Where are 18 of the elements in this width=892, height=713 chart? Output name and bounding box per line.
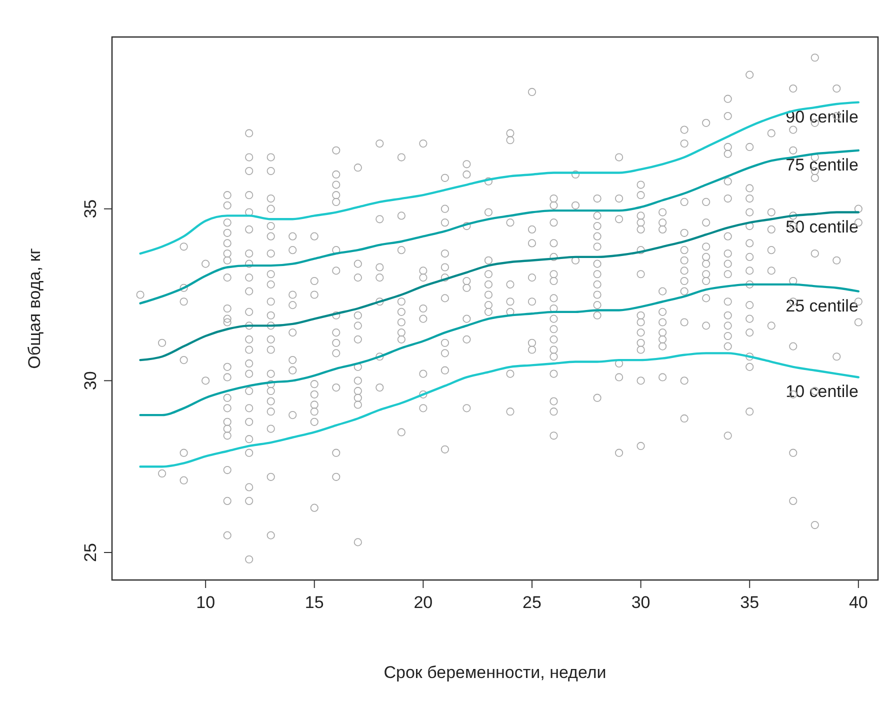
- x-tick-label: 40: [848, 593, 868, 612]
- series-label: 25 centile: [786, 296, 858, 316]
- x-tick-label: 10: [196, 593, 216, 612]
- series-label: 50 centile: [786, 217, 858, 236]
- x-tick-label: 20: [414, 593, 433, 612]
- series-label: 75 centile: [786, 155, 858, 174]
- line-series: [139, 352, 860, 468]
- y-axis-title: Общая вода, кг: [25, 248, 44, 369]
- x-tick-label: 35: [740, 593, 760, 612]
- y-tick-label: 30: [81, 371, 100, 390]
- y-tick-label: 25: [81, 543, 100, 562]
- x-tick-label: 15: [304, 593, 324, 612]
- series-label: 10 centile: [786, 382, 858, 402]
- x-tick-label: 25: [522, 593, 542, 612]
- x-axis-title: Срок беременности, недели: [384, 663, 606, 682]
- y-tick-label: 35: [81, 199, 100, 218]
- x-tick-label: 30: [631, 593, 650, 612]
- line-series: [139, 101, 860, 255]
